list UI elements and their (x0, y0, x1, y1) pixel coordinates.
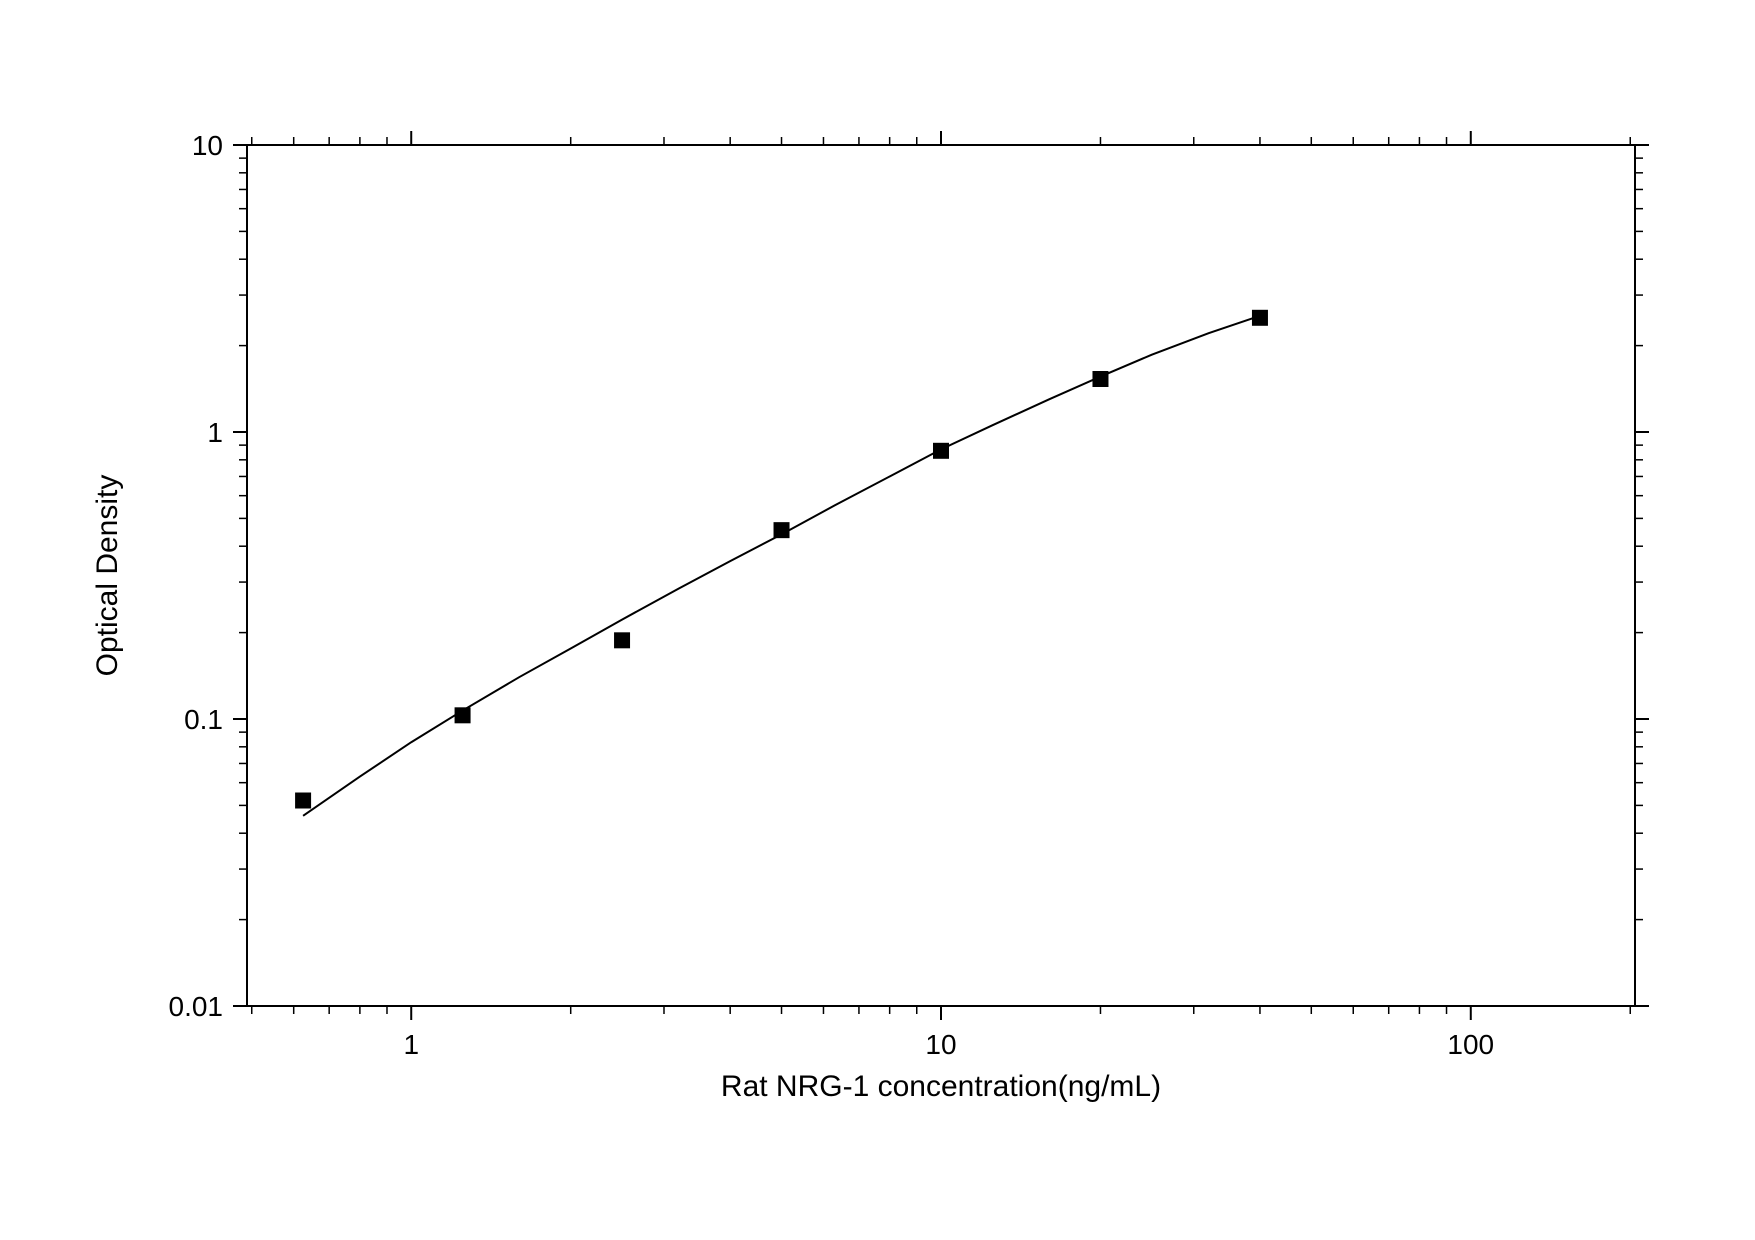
x-tick-label: 10 (925, 1029, 956, 1060)
x-tick-label: 100 (1447, 1029, 1494, 1060)
data-marker (455, 707, 471, 723)
data-marker (774, 522, 790, 538)
fitted-curve (303, 316, 1260, 816)
x-axis-label: Rat NRG-1 concentration(ng/mL) (721, 1070, 1161, 1103)
plot-frame (247, 145, 1635, 1006)
chart-svg: 1 10 100 0.01 0.1 1 10 Rat NRG-1 concentration(… (0, 0, 1755, 1240)
y-axis-label: Optical Density (91, 475, 124, 677)
data-marker (295, 793, 311, 809)
y-tick-label: 0.01 (169, 991, 224, 1022)
y-tick-label: 1 (207, 417, 223, 448)
data-marker (933, 443, 949, 459)
data-marker (614, 632, 630, 648)
data-marker (1252, 310, 1268, 326)
x-tick-label: 1 (403, 1029, 419, 1060)
chart-container: 1 10 100 0.01 0.1 1 10 Rat NRG-1 concentration(… (0, 0, 1755, 1240)
data-marker (1092, 371, 1108, 387)
y-tick-label: 10 (192, 130, 223, 161)
y-tick-label: 0.1 (184, 704, 223, 735)
